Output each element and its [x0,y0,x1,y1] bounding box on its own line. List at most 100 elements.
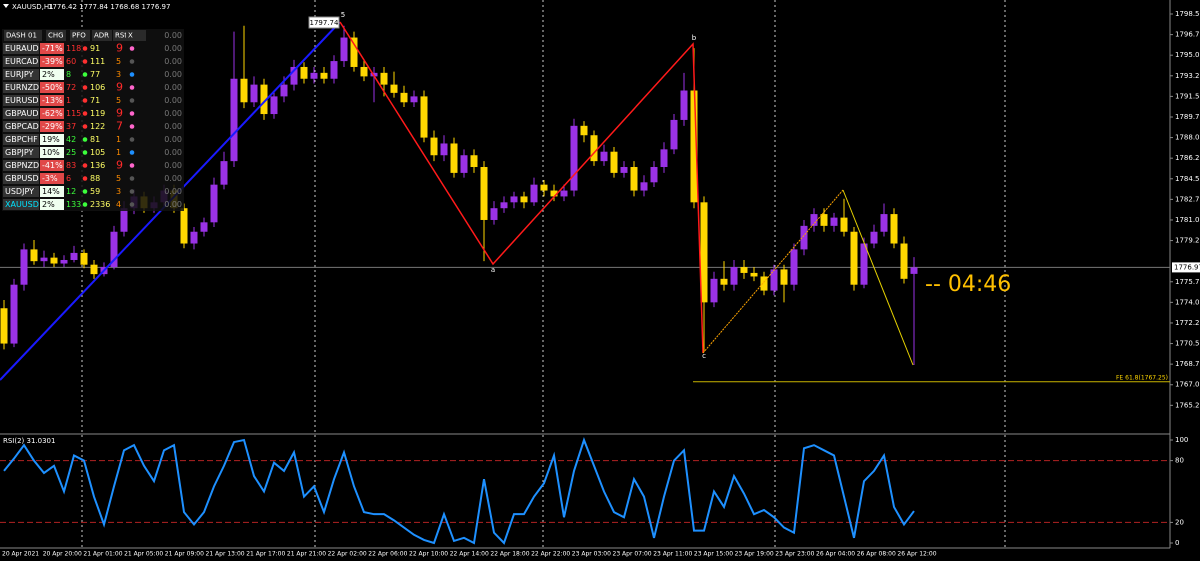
pair-cell[interactable] [3,173,39,184]
row-value: 0.00 [164,57,182,66]
pair-name[interactable]: EURAUD [5,44,39,53]
pair-cell[interactable] [3,199,39,210]
candle-body [0,308,8,344]
pair-name[interactable]: GBPAUD [5,109,39,118]
chg-value: 10% [42,148,60,157]
pair-name[interactable]: EURUSD [5,96,39,105]
pair-cell[interactable] [3,95,39,106]
adr-value: 88 [90,174,100,183]
pair-cell[interactable] [3,147,39,158]
pair-name[interactable]: XAUUSD [5,200,39,209]
candle-body [570,125,578,191]
chg-cell [40,69,64,80]
pair-cell[interactable] [3,69,39,80]
pfo-dot [82,202,88,207]
rstr-value: 4 [116,200,121,209]
pfo-dot [82,150,88,155]
adr-value: 91 [90,44,100,53]
y-tick-label: 1770.50 [1175,340,1200,348]
row-value: 0.00 [164,148,182,157]
adr-value: 105 [90,148,105,157]
header-cell [92,30,112,41]
time-label: 23 Apr 07:00 [613,551,652,558]
pair-cell[interactable] [3,56,39,67]
candle-body [430,137,438,156]
rstr-value: 5 [116,174,121,183]
row-value: 0.00 [164,83,182,92]
y-tick-label: 1765.25 [1175,401,1200,409]
candle-body [320,72,328,79]
time-label: 20 Apr 20:00 [43,551,82,558]
header-cell [4,30,42,41]
pfo-dot [82,163,88,168]
rstr-value: 3 [116,187,121,196]
pair-name[interactable]: EURCAD [5,57,38,66]
time-label: 22 Apr 06:00 [368,551,407,558]
column-header: RStr [115,32,130,40]
candle-body [330,61,338,79]
rstr-value: 1 [116,135,121,144]
chg-value: -62% [42,109,63,118]
rsi-tick-label: 20 [1175,518,1184,526]
candle-body [260,84,268,115]
candle-body [310,72,318,79]
candle-body [670,119,678,150]
header-cell [70,30,90,41]
pair-name[interactable]: GBPNZD [5,161,39,170]
time-label: 21 Apr 09:00 [165,551,204,558]
pair-cell[interactable] [3,108,39,119]
time-label: 26 Apr 04:00 [816,551,855,558]
chg-value: 19% [42,135,60,144]
candle-body [90,264,98,275]
pair-name[interactable]: GBPJPY [5,148,34,157]
pair-name[interactable]: EURNZD [5,83,39,92]
pair-cell[interactable] [3,43,39,54]
status-dot [129,124,135,129]
pair-name[interactable]: GBPUSD [5,174,39,183]
chg-cell [40,173,64,184]
candle-body [550,190,558,197]
candle-timer: -- 04:46 [925,272,1011,297]
candle-body [50,257,58,264]
rsi-tick-label: 100 [1175,436,1188,444]
rstr-value: 9 [116,81,123,94]
candle-body [510,196,518,203]
wave-label: a [491,266,495,274]
time-label: 23 Apr 11:00 [653,551,692,558]
fe-level-label: FE 61.8(1767.25) [1116,374,1168,381]
time-label: 21 Apr 17:00 [246,551,285,558]
y-tick-label: 1789.75 [1175,113,1200,121]
pfo-value: 42 [66,135,76,144]
header-cell [126,30,146,41]
time-label: 23 Apr 23:00 [775,551,814,558]
pair-cell[interactable] [3,82,39,93]
candle-body [180,208,188,244]
time-label: 21 Apr 21:00 [287,551,326,558]
header-cell [113,30,133,41]
pair-cell[interactable] [3,160,39,171]
column-header[interactable]: X [128,32,133,40]
candle-body [730,267,738,285]
rstr-value: 5 [116,57,121,66]
status-dot [129,202,135,207]
row-value: 0.00 [164,44,182,53]
pair-name[interactable]: GBPCAD [5,122,39,131]
candle-body [480,167,488,220]
chg-value: -3% [42,174,58,183]
chg-cell [40,186,64,197]
candle-body [560,190,568,197]
menu-arrow[interactable] [3,4,9,8]
pair-name[interactable]: EURJPY [5,70,33,79]
candle-body [360,66,368,77]
candle-body [120,208,128,232]
pair-cell[interactable] [3,134,39,145]
candle-body [870,231,878,244]
pair-name[interactable]: USDJPY [5,187,34,196]
candle-body [230,78,238,162]
pair-cell[interactable] [3,121,39,132]
y-tick-label: 1768.75 [1175,360,1200,368]
pair-cell[interactable] [3,186,39,197]
pair-name[interactable]: GBPCHF [5,135,38,144]
time-label: 22 Apr 18:00 [490,551,529,558]
